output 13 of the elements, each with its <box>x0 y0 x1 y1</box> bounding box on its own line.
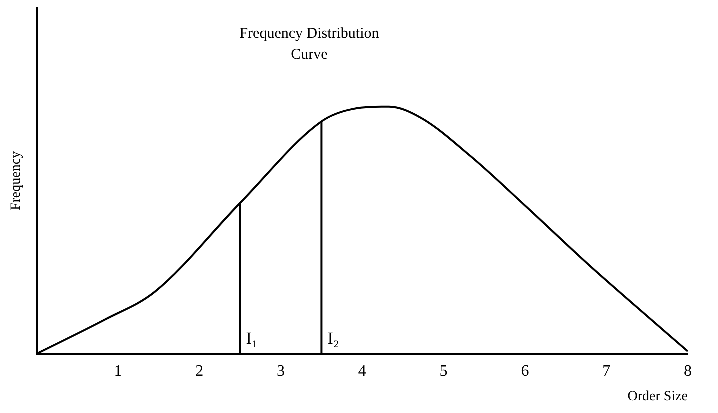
y-axis-title: Frequency <box>9 151 24 211</box>
x-axis-title: Order Size <box>628 389 688 404</box>
x-tick-label: 2 <box>196 362 204 380</box>
x-tick-label: 1 <box>114 362 122 380</box>
x-tick-label: 8 <box>684 362 692 380</box>
x-tick-label: 3 <box>277 362 285 380</box>
ref-line-label: I₁ <box>246 328 258 348</box>
x-tick-label: 5 <box>440 362 448 380</box>
x-tick-label: 7 <box>602 362 611 380</box>
ref-line-label: I₂ <box>328 328 340 348</box>
chart-title: Frequency Distribution Curve <box>240 26 380 63</box>
x-tick-label: 6 <box>521 362 530 380</box>
x-tick-label: 4 <box>358 362 366 380</box>
